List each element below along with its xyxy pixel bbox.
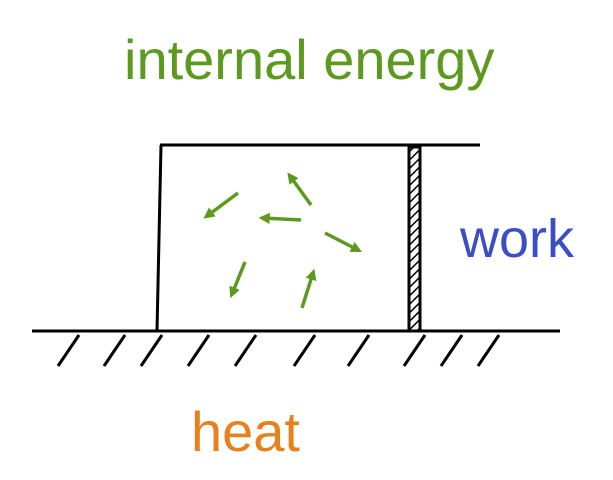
molecule-arrow: [300, 268, 317, 309]
molecule-arrow: [258, 212, 302, 224]
piston: [407, 145, 422, 333]
heat-label: heat: [191, 400, 300, 463]
molecule-arrow: [229, 261, 247, 299]
molecule-arrow: [287, 172, 313, 207]
molecule-arrows: [203, 172, 362, 309]
molecule-arrow: [203, 191, 240, 219]
internal-energy-label: internal energy: [124, 28, 495, 91]
work-label: work: [460, 209, 575, 269]
ground-hatching: [56, 334, 501, 367]
container: [155, 143, 480, 332]
molecule-arrow: [324, 231, 362, 253]
